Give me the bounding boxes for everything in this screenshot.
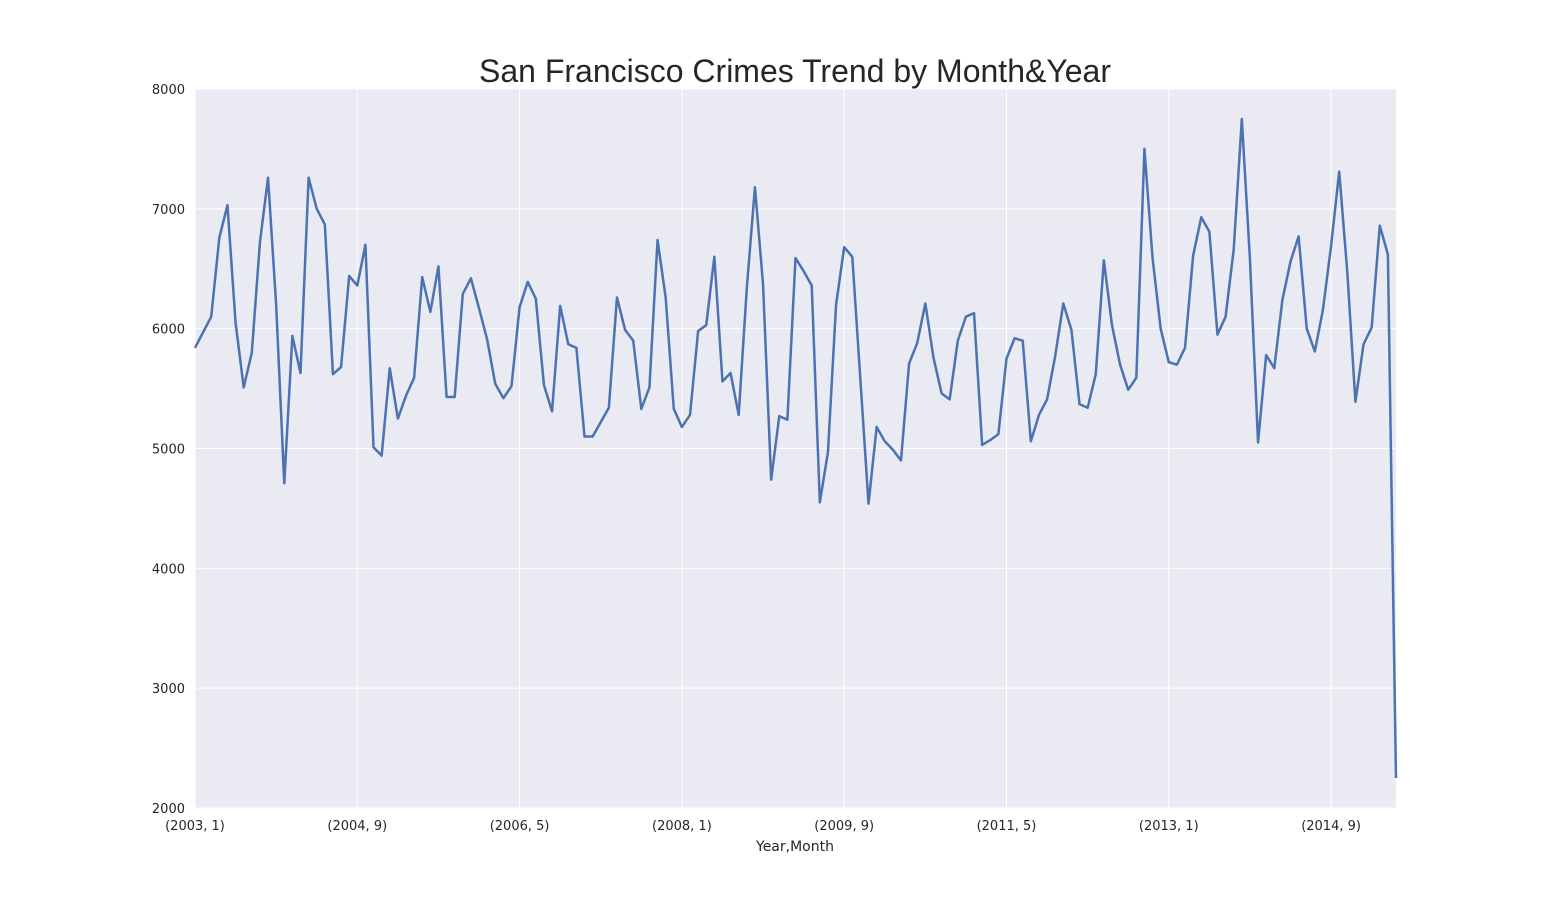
series-lines	[193, 117, 1398, 779]
y-tick-label: 5000	[152, 443, 185, 458]
x-tick-label: (2011, 5)	[977, 819, 1037, 834]
x-tick-label: (2008, 1)	[652, 819, 712, 834]
x-tick-label: (2009, 9)	[814, 819, 874, 834]
x-gridlines	[194, 89, 1332, 808]
x-tick-label: (2014, 9)	[1301, 819, 1361, 834]
y-tick-label: 6000	[152, 323, 185, 338]
y-tick-labels: 2000 3000 4000 5000 6000 7000 8000	[152, 83, 185, 817]
x-tick-label: (2006, 5)	[490, 819, 550, 834]
x-tick-label: (2013, 1)	[1139, 819, 1199, 834]
y-tick-label: 8000	[152, 83, 185, 98]
y-tick-label: 7000	[152, 203, 185, 218]
series-line	[193, 117, 1398, 779]
y-tick-label: 4000	[152, 562, 185, 577]
x-tick-label: (2003, 1)	[165, 819, 225, 834]
x-axis-label: Year,Month	[755, 839, 834, 855]
x-tick-labels: (2003, 1) (2004, 9) (2006, 5) (2008, 1) (200…	[165, 819, 1361, 834]
x-tick-label: (2004, 9)	[327, 819, 387, 834]
y-gridlines	[195, 88, 1396, 809]
chart-title: San Francisco Crimes Trend by Month&Year	[479, 53, 1111, 89]
y-tick-label: 3000	[152, 682, 185, 697]
y-tick-label: 2000	[152, 802, 185, 817]
